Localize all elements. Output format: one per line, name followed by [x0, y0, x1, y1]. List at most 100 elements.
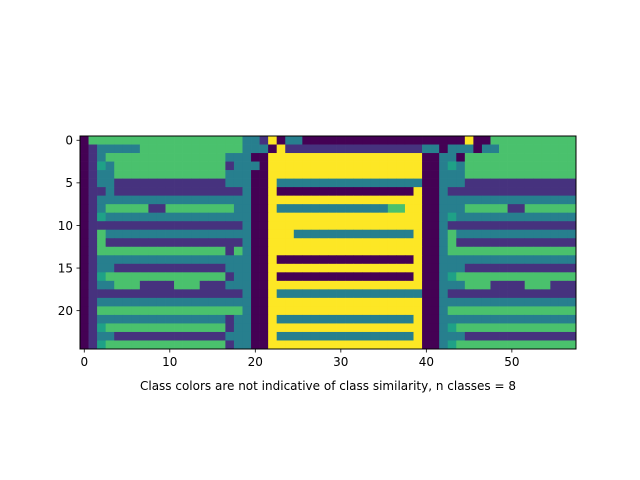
- heatmap-cell: [174, 212, 183, 222]
- heatmap-cell: [524, 314, 534, 324]
- heatmap-cell: [302, 229, 312, 239]
- heatmap-cell: [199, 263, 209, 273]
- heatmap-cell: [122, 340, 132, 350]
- heatmap-cell: [439, 229, 449, 239]
- heatmap-cell: [507, 221, 517, 231]
- heatmap-cell: [105, 263, 115, 273]
- heatmap-cell: [208, 280, 218, 290]
- heatmap-cell: [464, 204, 474, 214]
- heatmap-cell: [524, 306, 534, 316]
- heatmap-cell: [276, 212, 286, 222]
- heatmap-cell: [97, 238, 107, 248]
- heatmap-cell: [422, 289, 431, 299]
- heatmap-cell: [507, 170, 517, 179]
- heatmap-cell: [379, 255, 389, 265]
- heatmap-cell: [456, 306, 466, 316]
- heatmap-cell: [362, 340, 372, 350]
- heatmap-cell: [413, 289, 423, 299]
- heatmap-cell: [533, 153, 543, 162]
- heatmap-cell: [174, 187, 183, 196]
- heatmap-cell: [191, 297, 201, 307]
- heatmap-cell: [541, 238, 551, 248]
- heatmap-cell: [550, 136, 560, 145]
- heatmap-cell: [139, 340, 149, 350]
- heatmap-cell: [285, 161, 295, 171]
- heatmap-cell: [139, 289, 149, 299]
- heatmap-cell: [362, 238, 372, 248]
- heatmap-cell: [165, 221, 175, 231]
- heatmap-cell: [524, 161, 534, 171]
- heatmap-cell: [310, 204, 320, 214]
- heatmap-cell: [259, 221, 269, 231]
- heatmap-cell: [148, 340, 158, 350]
- heatmap-cell: [567, 178, 577, 188]
- heatmap-cell: [114, 314, 124, 324]
- heatmap-cell: [396, 144, 406, 154]
- heatmap-cell: [541, 161, 551, 171]
- heatmap-cell: [208, 153, 218, 162]
- heatmap-cell: [336, 204, 346, 214]
- heatmap-cell: [156, 238, 166, 248]
- heatmap-cell: [319, 136, 329, 145]
- heatmap-cell: [216, 221, 226, 231]
- heatmap-cell: [319, 272, 329, 282]
- heatmap-cell: [319, 340, 329, 350]
- heatmap-cell: [88, 238, 98, 248]
- heatmap-cell: [259, 229, 269, 239]
- heatmap-cell: [507, 263, 517, 273]
- heatmap-cell: [225, 340, 235, 350]
- heatmap-cell: [165, 178, 175, 188]
- heatmap-cell: [413, 263, 423, 273]
- heatmap-cell: [464, 229, 474, 239]
- heatmap-cell: [139, 272, 149, 282]
- heatmap-cell: [276, 280, 286, 290]
- heatmap-cell: [422, 331, 431, 341]
- heatmap-cell: [216, 187, 226, 196]
- heatmap-cell: [370, 263, 380, 273]
- heatmap-cell: [379, 144, 389, 154]
- heatmap-cell: [88, 170, 98, 179]
- heatmap-cell: [131, 246, 141, 256]
- heatmap-cell: [182, 195, 192, 205]
- heatmap-cell: [139, 204, 149, 214]
- heatmap-cell: [396, 178, 406, 188]
- heatmap-cell: [139, 153, 149, 162]
- heatmap-cell: [362, 187, 372, 196]
- heatmap-cell: [567, 170, 577, 179]
- heatmap-cell: [191, 161, 201, 171]
- heatmap-cell: [456, 246, 466, 256]
- heatmap-cell: [165, 204, 175, 214]
- heatmap-cell: [422, 153, 431, 162]
- heatmap-cell: [473, 263, 483, 273]
- heatmap-cell: [139, 246, 149, 256]
- heatmap-cell: [439, 212, 449, 222]
- heatmap-cell: [328, 144, 337, 154]
- heatmap-cell: [242, 272, 252, 282]
- heatmap-cell: [216, 272, 226, 282]
- heatmap-cell: [370, 161, 380, 171]
- heatmap-cell: [328, 229, 337, 239]
- heatmap-cell: [268, 306, 278, 316]
- heatmap-cell: [550, 263, 560, 273]
- heatmap-cell: [80, 255, 89, 265]
- heatmap-cell: [499, 289, 508, 299]
- y-tick-label: 20: [58, 304, 73, 318]
- heatmap-cell: [216, 212, 226, 222]
- heatmap-cell: [122, 297, 132, 307]
- heatmap-cell: [345, 161, 355, 171]
- heatmap-cell: [370, 272, 380, 282]
- heatmap-cell: [208, 212, 218, 222]
- heatmap-cell: [464, 340, 474, 350]
- heatmap-cell: [225, 272, 235, 282]
- heatmap-cell: [88, 255, 98, 265]
- heatmap-cell: [473, 144, 483, 154]
- heatmap-cell: [516, 170, 526, 179]
- heatmap-cell: [285, 153, 295, 162]
- heatmap-cell: [404, 314, 414, 324]
- heatmap-cell: [439, 204, 449, 214]
- heatmap-cell: [447, 238, 457, 248]
- heatmap-cell: [276, 178, 286, 188]
- heatmap-cell: [208, 229, 218, 239]
- heatmap-cell: [233, 153, 243, 162]
- heatmap-cell: [481, 340, 491, 350]
